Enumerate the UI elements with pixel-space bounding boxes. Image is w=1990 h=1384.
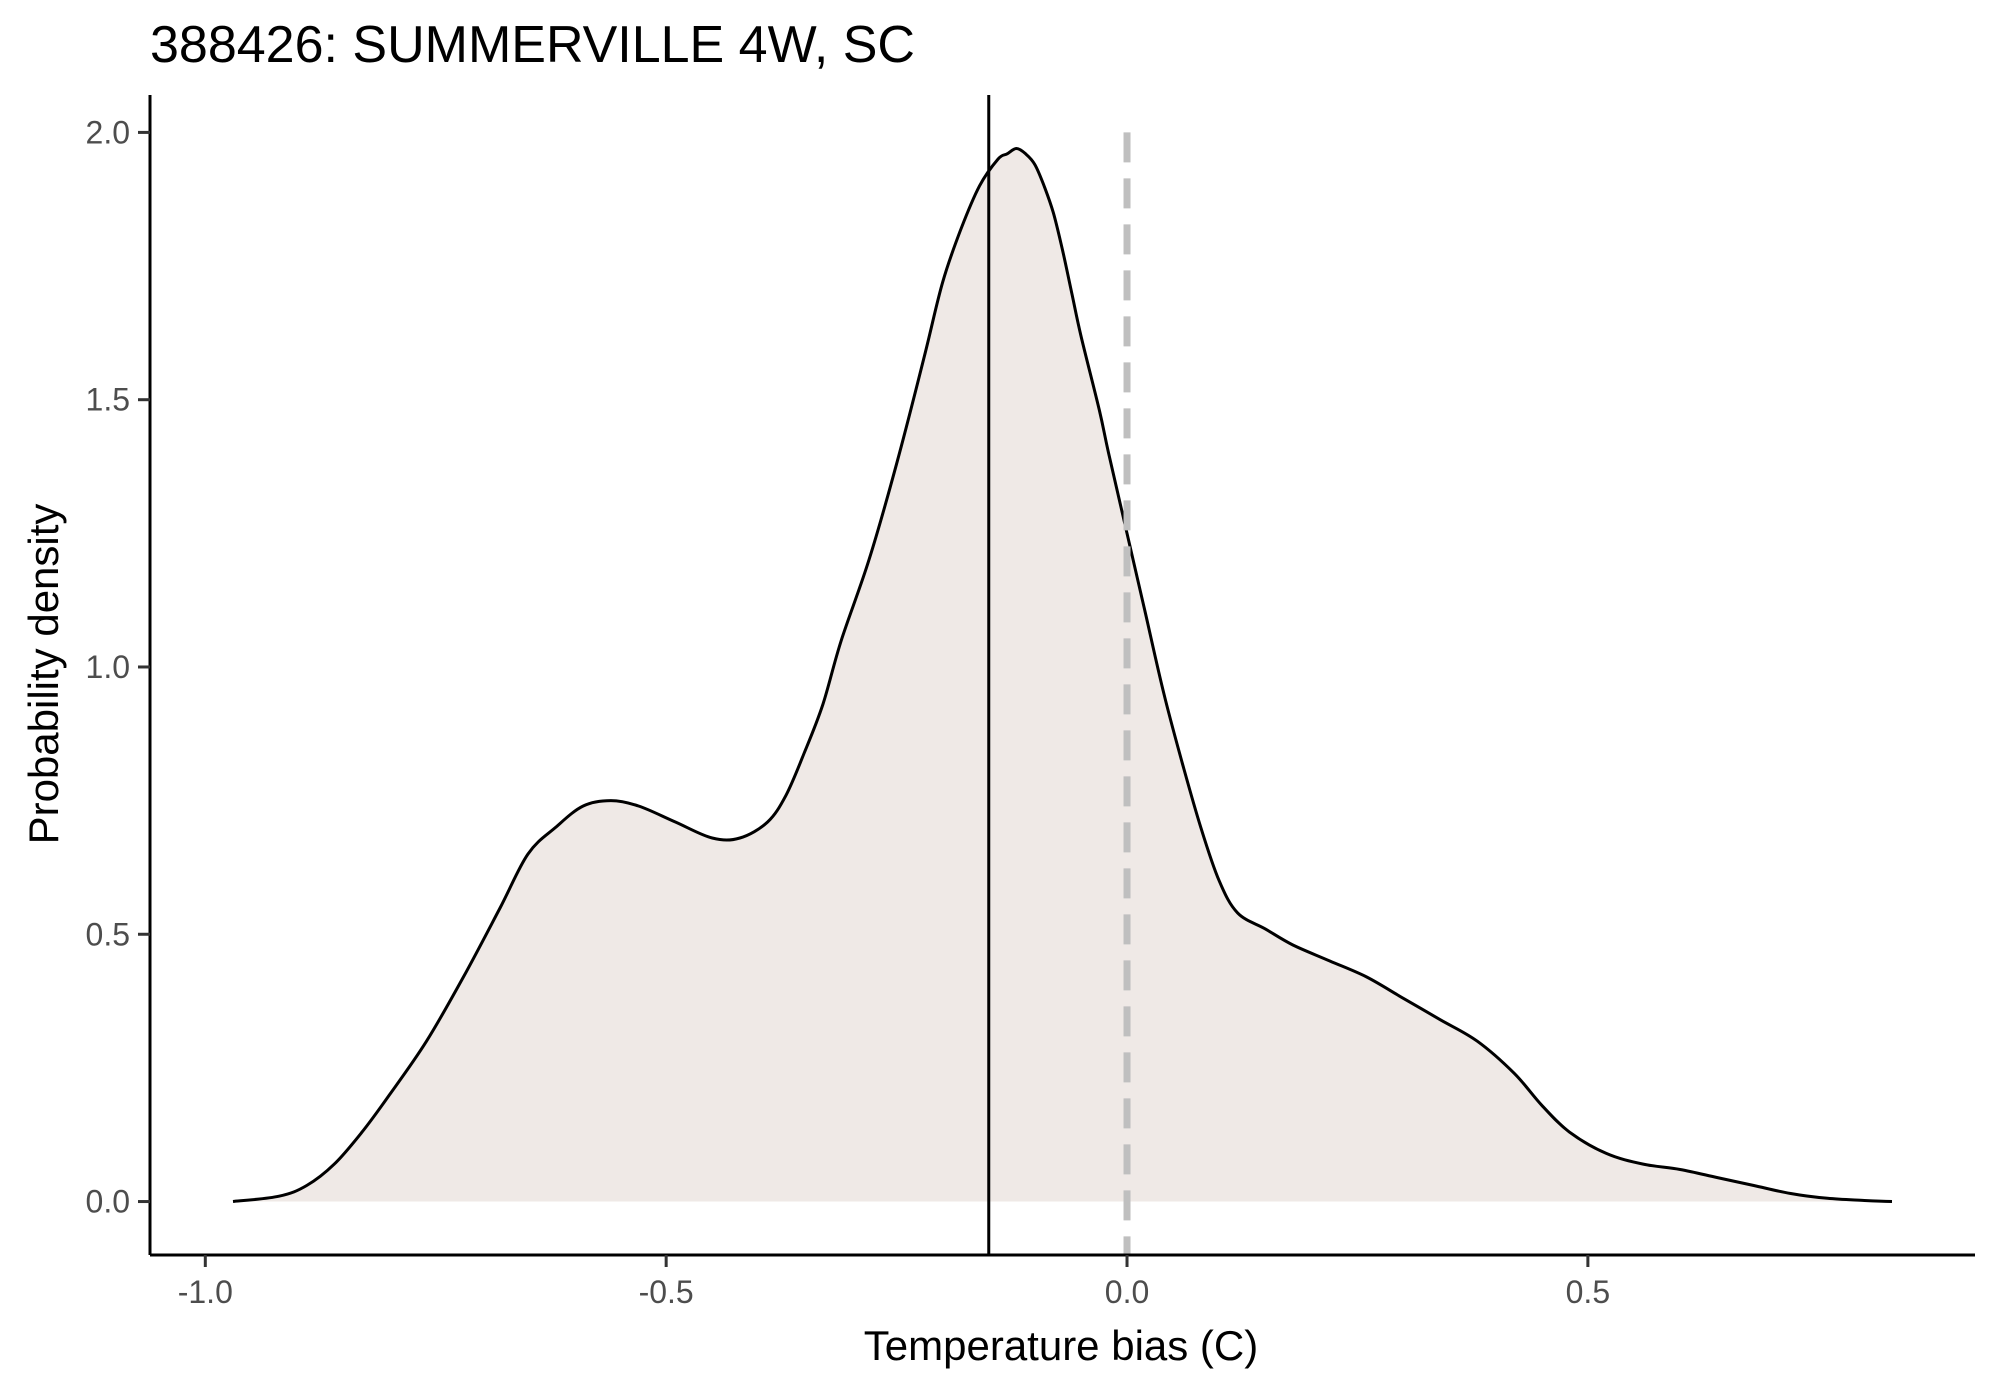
- y-tick-label-2: 1.0: [86, 649, 130, 685]
- chart-title: 388426: SUMMERVILLE 4W, SC: [150, 16, 915, 74]
- y-axis-title: Probability density: [20, 504, 67, 845]
- y-tick-label-0: 0.0: [86, 1184, 130, 1220]
- x-axis-title: Temperature bias (C): [864, 1322, 1258, 1369]
- x-tick-label-1: -0.5: [639, 1274, 694, 1310]
- x-tick-label-2: 0.0: [1105, 1274, 1149, 1310]
- density-line-0: [232, 146, 1893, 1203]
- y-tick-label-4: 2.0: [86, 114, 130, 150]
- y-tick-label-1: 0.5: [86, 916, 130, 952]
- x-tick-label-3: 0.5: [1566, 1274, 1610, 1310]
- plot-area: [232, 95, 1893, 1255]
- density-area-0: [233, 148, 1892, 1202]
- x-tick-label-0: -1.0: [178, 1274, 233, 1310]
- axes: -1.0 -0.5 0.0 0.5 0.0 0.5 1.0 1.5 2.0: [86, 95, 1975, 1310]
- y-tick-label-3: 1.5: [86, 382, 130, 418]
